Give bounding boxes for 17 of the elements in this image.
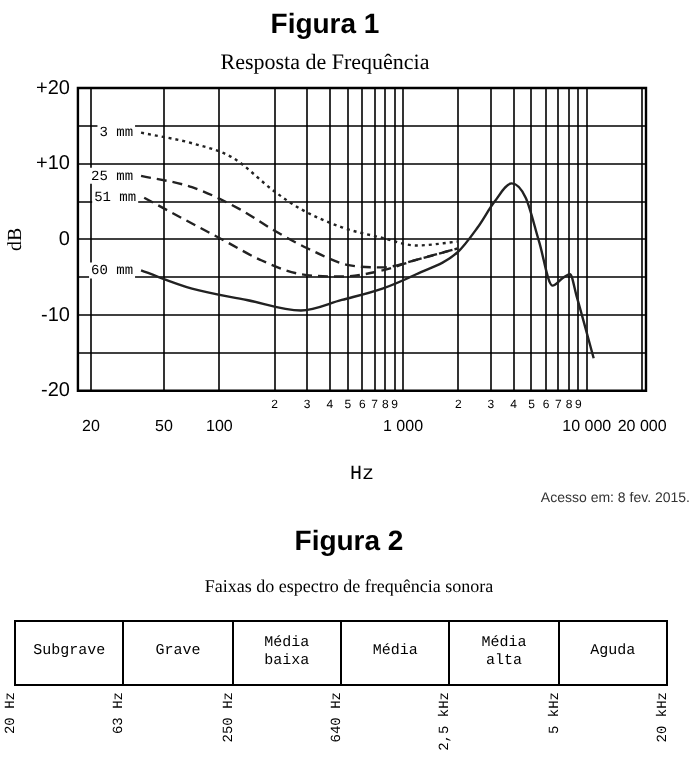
text: Figura 2 (292, 524, 406, 556)
x-tick-label: 1 000 (383, 416, 425, 435)
x-tick-label: 50 (155, 416, 174, 435)
y-tick-label: -20 (41, 380, 71, 403)
y-tick-label: 0 (58, 228, 71, 251)
chart-title: Figura 1 (270, 6, 380, 39)
x-tick-label: 10 000 (562, 416, 613, 435)
x-tick-label: 20 (81, 416, 101, 435)
chart-subtitle: Resposta de Frequência (220, 50, 430, 75)
y-tick-label: -10 (41, 304, 71, 327)
y-tick-label: +10 (35, 153, 71, 176)
y-axis-title: dB (5, 227, 28, 252)
text: Faixas do espectro de frequência sonora (202, 576, 496, 596)
y-tick-label: +20 (35, 77, 71, 100)
x-tick-label: 100 (205, 416, 234, 435)
x-axis-title: Hz (349, 465, 374, 488)
x-tick-label: 20 000 (617, 416, 668, 435)
